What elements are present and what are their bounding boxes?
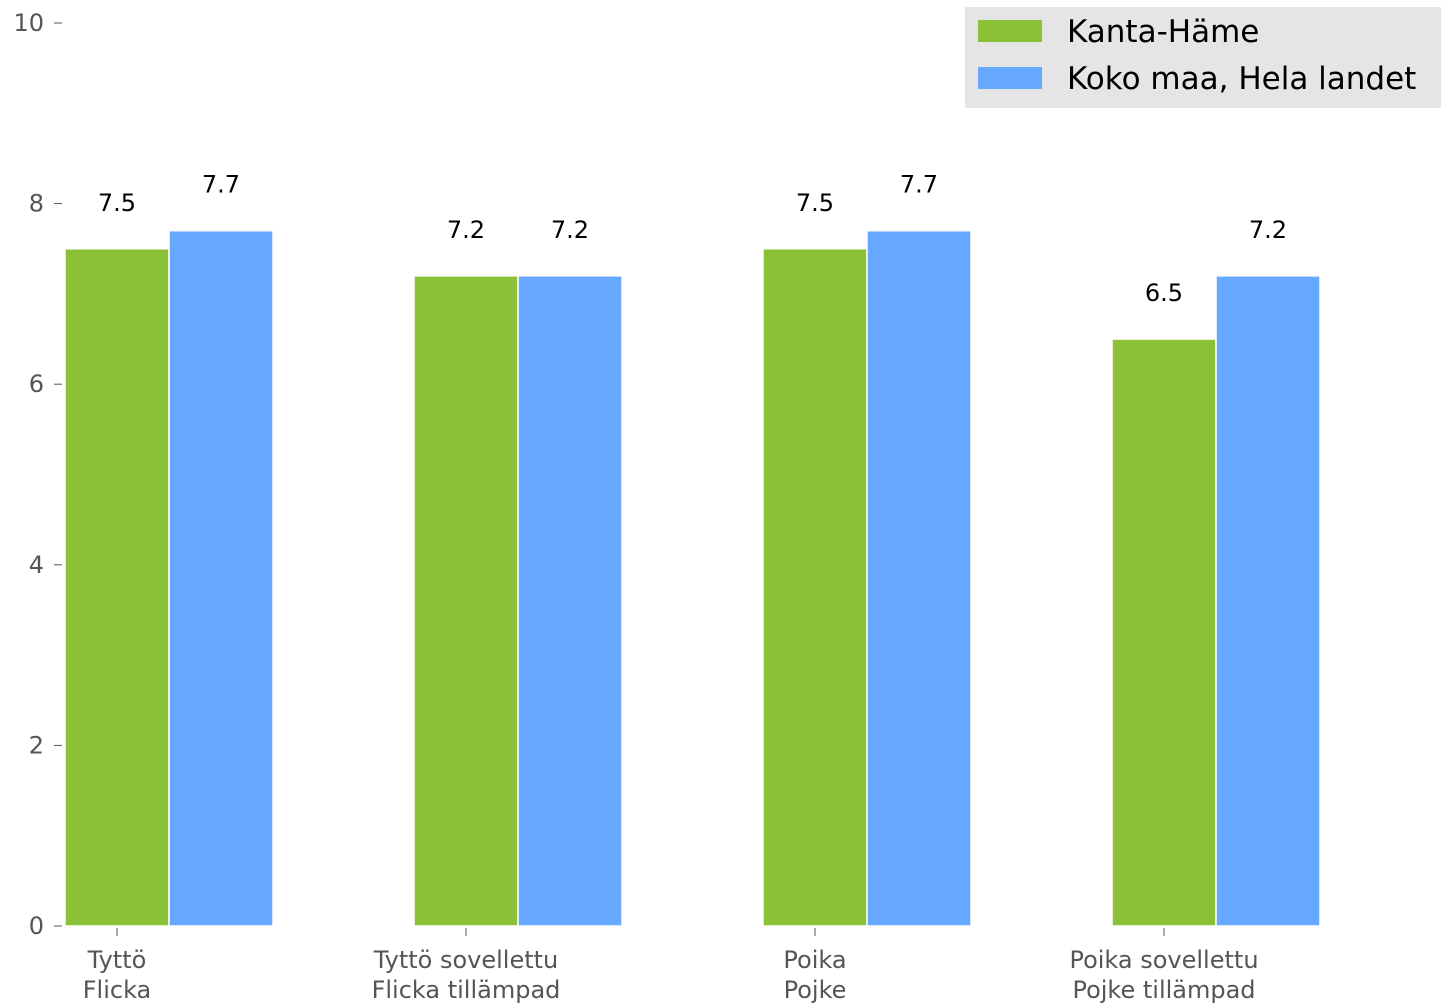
bar-kanta-hame: [64, 248, 170, 927]
data-label: 7.2: [447, 216, 485, 244]
legend-swatch: [978, 67, 1042, 89]
data-label: 7.5: [796, 189, 834, 217]
x-tick-label: Flicka tillämpad: [372, 976, 561, 1003]
legend-box: [965, 7, 1441, 108]
y-tick-label: 10: [13, 9, 44, 37]
legend: Kanta-Häme Koko maa, Hela landet: [965, 7, 1441, 108]
legend-swatch: [978, 20, 1042, 42]
y-axis: 0 2 4 6 8 10: [13, 9, 62, 940]
bar-koko-maa: [517, 275, 623, 927]
y-tick-label: 8: [29, 190, 44, 218]
x-tick-label: Poika sovellettu: [1069, 946, 1258, 974]
y-tick-label: 4: [29, 551, 44, 579]
x-tick-label: Poika: [783, 946, 846, 974]
x-tick-label: Pojke tillämpad: [1072, 976, 1255, 1003]
data-label: 7.2: [551, 216, 589, 244]
x-tick-label: Pojke: [784, 976, 847, 1003]
y-tick-label: 0: [29, 912, 44, 940]
y-tick-label: 6: [29, 370, 44, 398]
bar-kanta-hame: [413, 275, 519, 927]
legend-label: Kanta-Häme: [1067, 14, 1259, 50]
bar-koko-maa: [1215, 275, 1321, 927]
data-label: 7.2: [1249, 216, 1287, 244]
data-label: 6.5: [1145, 279, 1183, 307]
data-label: 7.7: [900, 171, 938, 199]
bar-kanta-hame: [1111, 338, 1217, 927]
bar-koko-maa: [168, 229, 274, 927]
bar-koko-maa: [866, 229, 972, 927]
legend-label: Koko maa, Hela landet: [1067, 61, 1416, 97]
x-tick-label: Tyttö sovellettu: [373, 946, 559, 974]
x-tick-label: Tyttö: [87, 946, 147, 974]
data-label: 7.7: [202, 171, 240, 199]
y-tick-label: 2: [29, 731, 44, 759]
data-label: 7.5: [98, 189, 136, 217]
x-tick-label: Flicka: [83, 976, 152, 1003]
bars: [64, 229, 1321, 927]
data-labels: 7.5 7.7 7.2 7.2 7.5 7.7 6.5 7.2: [98, 171, 1287, 307]
bar-kanta-hame: [762, 248, 868, 927]
